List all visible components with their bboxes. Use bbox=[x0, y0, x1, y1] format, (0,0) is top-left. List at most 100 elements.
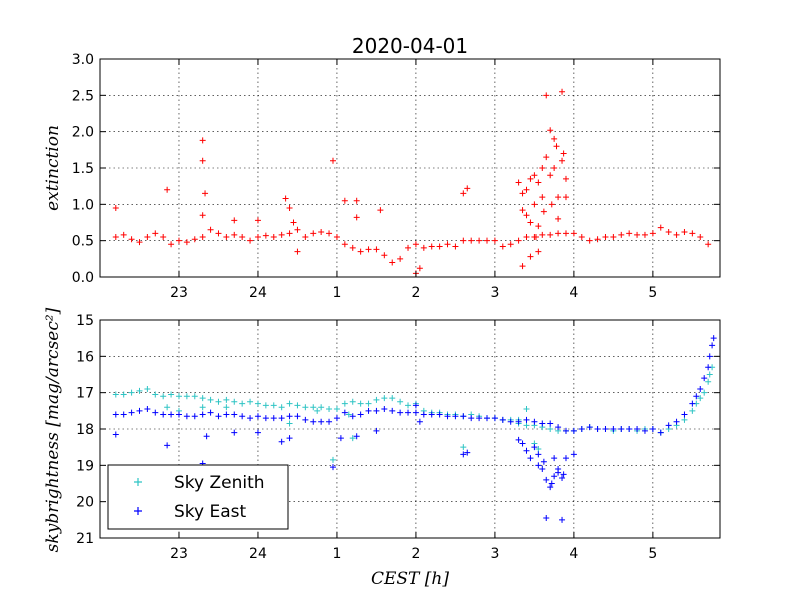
skybrightness-sky-east-point bbox=[578, 426, 585, 432]
extinction-series-point bbox=[527, 253, 534, 260]
skybrightness-sky-zenith-point bbox=[523, 422, 530, 429]
extinction-series-point bbox=[128, 236, 135, 243]
skybrightness-sky-east-point bbox=[416, 418, 423, 425]
extinction-series-point bbox=[578, 234, 585, 241]
skybrightness-sky-zenith-point bbox=[136, 387, 143, 394]
extinction-series-point bbox=[540, 208, 547, 215]
skybrightness-sky-east-point bbox=[215, 413, 222, 420]
skybrightness-sky-zenith-point bbox=[231, 398, 238, 405]
skybrightness-sky-zenith-point bbox=[460, 444, 467, 451]
extinction-series-point bbox=[120, 231, 127, 238]
skybrightness-sky-east-point bbox=[535, 451, 542, 458]
skybrightness-y-tick-label: 20 bbox=[76, 495, 94, 511]
skybrightness-sky-zenith-point bbox=[160, 393, 167, 400]
extinction-series-point bbox=[175, 237, 182, 244]
skybrightness-sky-east-point bbox=[491, 415, 498, 422]
extinction-series-point bbox=[326, 230, 333, 237]
skybrightness-sky-east-point bbox=[665, 422, 672, 429]
extinction-series-point bbox=[444, 241, 451, 248]
skybrightness-sky-east-point bbox=[397, 409, 404, 416]
skybrightness-sky-east-point bbox=[689, 400, 696, 407]
extinction-series-point bbox=[112, 204, 119, 211]
skybrightness-sky-zenith-point bbox=[681, 416, 688, 423]
skybrightness-sky-zenith-point bbox=[175, 393, 182, 400]
extinction-series-point bbox=[310, 230, 317, 237]
extinction-series-point bbox=[341, 197, 348, 204]
skybrightness-sky-east-point bbox=[523, 416, 530, 423]
skybrightness-sky-east-point bbox=[128, 409, 135, 416]
skybrightness-sky-zenith-point bbox=[333, 406, 340, 413]
skybrightness-sky-east-point bbox=[523, 447, 530, 454]
extinction-series-point bbox=[531, 172, 538, 179]
extinction-series-point bbox=[519, 263, 526, 270]
extinction-series-point bbox=[460, 237, 467, 244]
skybrightness-x-tick-label: 23 bbox=[170, 546, 188, 562]
extinction-series-point bbox=[207, 226, 214, 233]
extinction-series-point bbox=[570, 230, 577, 237]
skybrightness-sky-east-point bbox=[460, 451, 467, 458]
extinction-series-point bbox=[199, 157, 206, 164]
extinction-series-point bbox=[665, 228, 672, 235]
extinction-y-tick-label: 3.0 bbox=[72, 52, 94, 68]
extinction-series-point bbox=[547, 231, 554, 238]
extinction-x-tick-label: 24 bbox=[249, 285, 267, 301]
extinction-series-point bbox=[519, 190, 526, 197]
extinction-series-point bbox=[484, 237, 491, 244]
skybrightness-sky-east-point bbox=[286, 413, 293, 420]
extinction-series-point bbox=[673, 231, 680, 238]
extinction-series-point bbox=[551, 165, 558, 171]
skybrightness-sky-zenith-point bbox=[373, 396, 380, 403]
skybrightness-sky-zenith-point bbox=[128, 389, 135, 396]
extinction-series-point bbox=[562, 175, 569, 182]
extinction-y-tick-label: 0.5 bbox=[72, 234, 94, 250]
skybrightness-y-tick-label: 21 bbox=[76, 531, 94, 547]
skybrightness-sky-east-point bbox=[618, 426, 625, 432]
skybrightness-sky-east-point bbox=[353, 433, 360, 440]
skybrightness-sky-east-point bbox=[239, 413, 246, 420]
skybrightness-sky-east-point bbox=[710, 335, 717, 342]
skybrightness-x-tick-label: 24 bbox=[249, 546, 267, 562]
extinction-series-point bbox=[199, 234, 206, 241]
extinction-points bbox=[112, 88, 712, 277]
skybrightness-sky-east-point bbox=[464, 449, 471, 456]
extinction-series-point bbox=[586, 237, 593, 244]
extinction-x-tick-label: 2 bbox=[411, 285, 420, 301]
skybrightness-x-tick-label: 4 bbox=[569, 546, 578, 562]
skybrightness-sky-zenith-point bbox=[405, 402, 412, 409]
skybrightness-points bbox=[112, 335, 717, 523]
extinction-panel: 23 24 1 2 3 4 5 0.00.51.01.52.02.53.0 2020-04-… bbox=[43, 34, 721, 301]
extinction-series-point bbox=[286, 230, 293, 237]
extinction-series-point bbox=[532, 234, 539, 241]
skybrightness-sky-east-point bbox=[247, 415, 254, 422]
extinction-series-point bbox=[254, 217, 261, 224]
skybrightness-sky-east-point bbox=[262, 415, 269, 422]
extinction-series-point bbox=[294, 248, 301, 255]
extinction-series-point bbox=[286, 204, 293, 211]
skybrightness-sky-east-point bbox=[539, 420, 546, 427]
skybrightness-sky-zenith-point bbox=[314, 407, 321, 414]
skybrightness-sky-east-point bbox=[412, 402, 419, 409]
extinction-series-point bbox=[491, 237, 498, 244]
skybrightness-sky-zenith-point bbox=[705, 378, 712, 385]
skybrightness-sky-east-point bbox=[381, 406, 388, 413]
extinction-series-point bbox=[548, 201, 555, 208]
skybrightness-sky-zenith-point bbox=[168, 391, 175, 398]
extinction-series-point bbox=[523, 186, 530, 193]
skybrightness-sky-east-point bbox=[531, 444, 538, 451]
extinction-y-ticks: 0.0 0.5 1.0 1.5 2.0 2.5 3.0 bbox=[72, 52, 720, 286]
extinction-series-point bbox=[499, 243, 506, 250]
extinction-series-point bbox=[333, 234, 340, 241]
skybrightness-sky-east-point bbox=[183, 413, 190, 420]
skybrightness-sky-east-point bbox=[160, 411, 167, 418]
skybrightness-sky-zenith-point bbox=[164, 404, 171, 411]
extinction-series-point bbox=[515, 237, 522, 244]
extinction-series-point bbox=[559, 157, 566, 164]
skybrightness-sky-east-point bbox=[531, 418, 538, 425]
extinction-series-point bbox=[641, 231, 648, 238]
extinction-series-point bbox=[562, 194, 569, 201]
skybrightness-sky-east-point bbox=[626, 426, 633, 432]
skybrightness-sky-east-point bbox=[254, 429, 261, 436]
skybrightness-sky-zenith-point bbox=[349, 435, 356, 442]
extinction-series-point bbox=[559, 88, 566, 95]
